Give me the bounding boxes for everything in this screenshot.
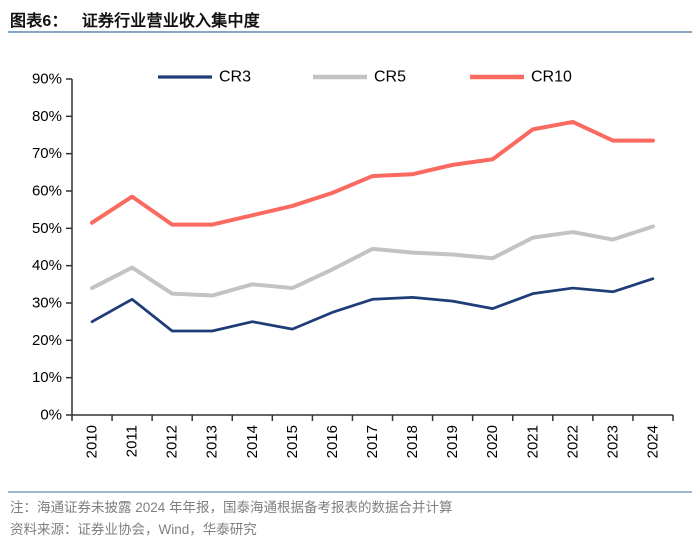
chart-source: 资料来源：证券业协会，Wind，华泰研究 — [10, 522, 257, 537]
x-tick-label: 2013 — [204, 425, 221, 458]
series-line-cr5 — [90, 224, 655, 298]
figure-label: 图表6： — [10, 13, 68, 30]
line-chart: CR3 CR5 CR10 0% 10% 20% 30% 40% 50% 60% 70% 80% 90% 2… — [32, 69, 674, 458]
x-tick-label: 2022 — [564, 425, 581, 458]
x-tick-label: 2021 — [524, 425, 541, 458]
y-tick-label: 70% — [32, 145, 62, 162]
series-line-cr3 — [90, 277, 655, 333]
y-tick-label: 30% — [32, 295, 62, 312]
y-tick-label: 50% — [32, 220, 62, 237]
x-tick-label: 2011 — [124, 425, 141, 457]
x-tick-label: 2015 — [284, 425, 301, 458]
x-tick-label: 2019 — [444, 425, 461, 458]
x-tick-label: 2010 — [84, 425, 101, 458]
x-tick-label: 2016 — [324, 425, 341, 458]
x-tick-label: 2024 — [644, 425, 661, 458]
legend-label-cr10: CR10 — [531, 69, 572, 86]
x-tick-label: 2023 — [604, 425, 621, 458]
x-tick-label: 2017 — [364, 425, 381, 458]
y-tick-label: 60% — [32, 183, 62, 200]
figure-title-text: 证券行业营业收入集中度 — [81, 13, 260, 30]
y-tick-label: 0% — [40, 407, 62, 424]
legend-label-cr3: CR3 — [219, 69, 251, 86]
figure-title: 图表6： 证券行业营业收入集中度 — [10, 7, 690, 31]
legend-label-cr5: CR5 — [374, 69, 406, 86]
y-tick-label: 10% — [32, 369, 62, 386]
y-tick-label: 80% — [32, 108, 62, 125]
chart-note: 注：海通证券未披露 2024 年年报，国泰海通根据备考报表的数据合并计算 — [10, 500, 453, 515]
x-tick-label: 2014 — [244, 425, 261, 458]
y-tick-label: 90% — [32, 71, 62, 88]
y-tick-label: 40% — [32, 257, 62, 274]
x-tick-label: 2018 — [404, 425, 421, 458]
title-divider — [8, 31, 692, 33]
footer-divider — [8, 491, 692, 493]
series-line-cr10 — [90, 119, 655, 227]
x-tick-label: 2012 — [164, 425, 181, 458]
y-tick-label: 20% — [32, 332, 62, 349]
x-tick-label: 2020 — [484, 425, 501, 458]
